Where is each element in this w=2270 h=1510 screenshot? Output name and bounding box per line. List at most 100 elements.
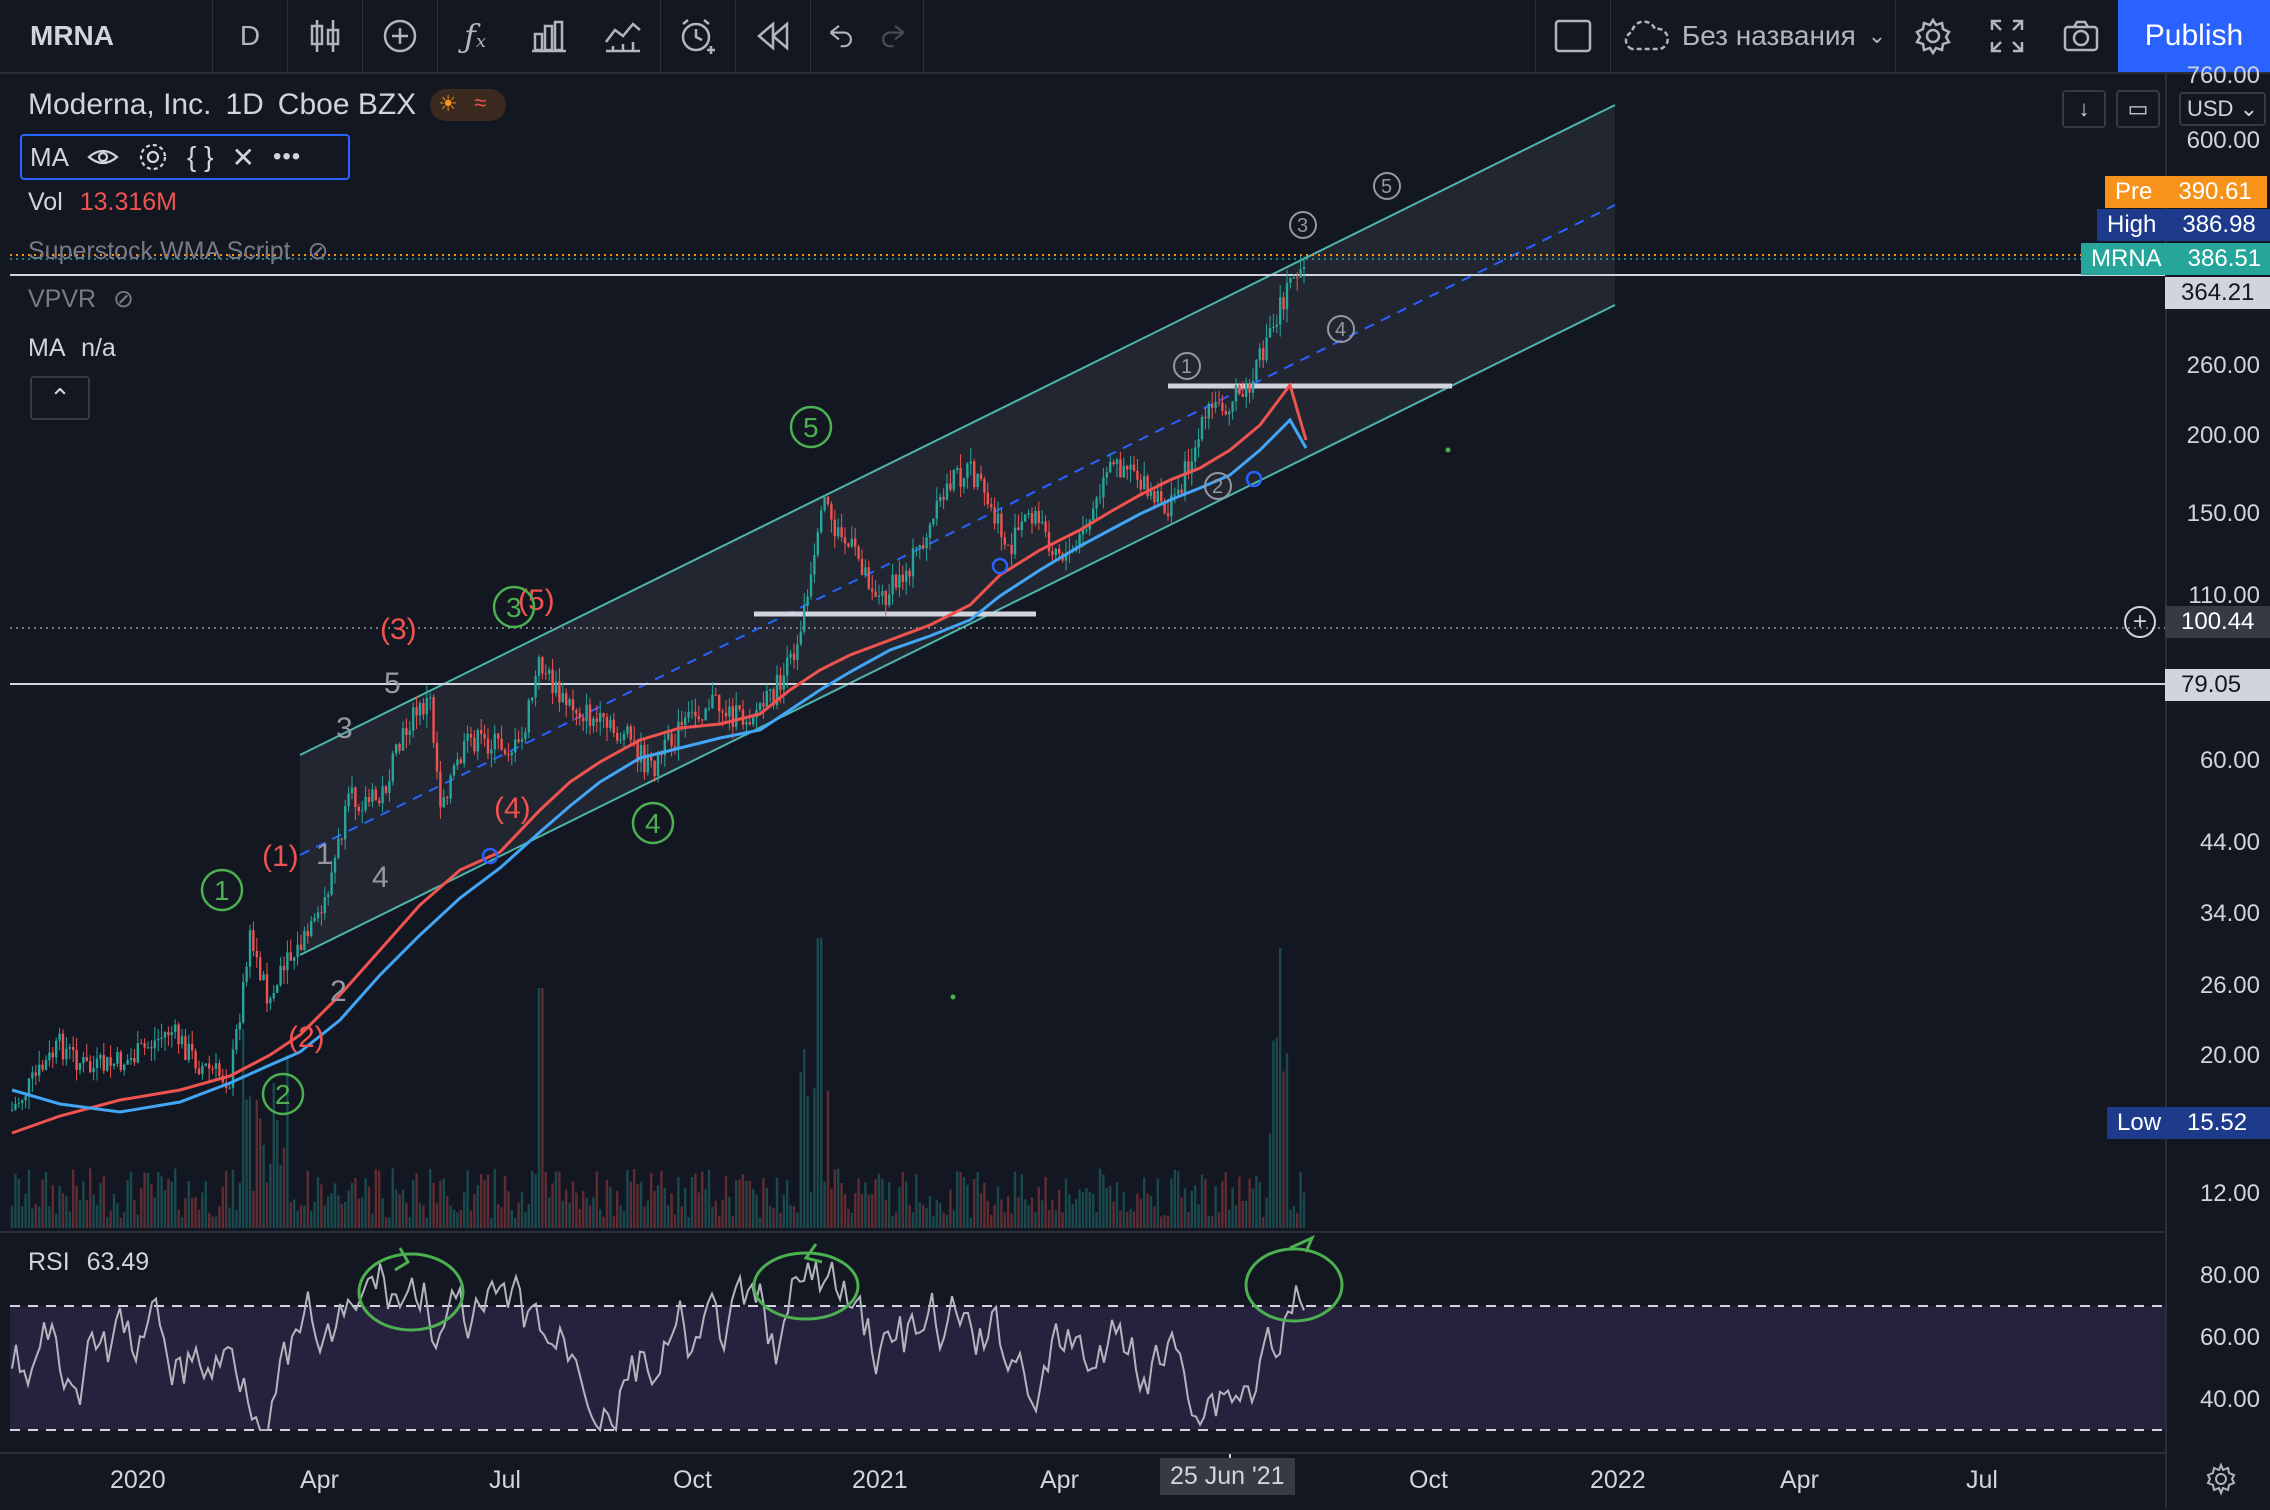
candle-body	[707, 708, 711, 710]
candle-body	[61, 1033, 65, 1060]
horizontal-line-tag: 364.21	[2165, 277, 2270, 309]
volume-bar	[44, 1171, 48, 1228]
volume-bar	[75, 1185, 78, 1228]
time-axis[interactable]	[0, 1452, 2165, 1510]
volume-bar	[123, 1212, 126, 1228]
indicators-fx-icon[interactable]: ƒx	[464, 17, 486, 55]
candle-body	[95, 1058, 99, 1068]
time-tick: Jul	[489, 1466, 521, 1494]
volume-bar	[354, 1178, 357, 1228]
volume-bar	[711, 1206, 714, 1228]
wave-label-red-4: (4)	[494, 792, 531, 825]
volume-bar	[1282, 1071, 1285, 1228]
wave-label-green-5: 5	[803, 412, 819, 443]
candle-body	[313, 918, 316, 922]
layout-square-icon[interactable]	[1536, 0, 1610, 72]
arrow-down-icon[interactable]: ↓	[2062, 90, 2106, 128]
candle-body	[201, 1065, 204, 1075]
camera-icon[interactable]	[2044, 0, 2118, 72]
volume-bar	[874, 1179, 877, 1228]
undo-icon[interactable]	[811, 0, 867, 72]
hidden-eye-icon[interactable]: ⊘	[113, 285, 134, 313]
volume-bar	[82, 1181, 85, 1228]
volume-bar	[796, 1212, 799, 1228]
candle-body	[1204, 417, 1207, 419]
wave-label-green-4: 4	[645, 808, 661, 839]
collapse-legend-button[interactable]: ⌃	[30, 376, 90, 420]
settings-icon[interactable]	[137, 141, 169, 173]
rsi-tick: 80.00	[2199, 1262, 2260, 1289]
ma2-legend[interactable]: MA n/a	[28, 334, 116, 363]
volume-bar	[575, 1192, 578, 1228]
close-icon[interactable]: ✕	[231, 141, 255, 173]
candle-body	[1044, 521, 1047, 532]
rsi-value: 63.49	[86, 1248, 150, 1276]
candle-body	[248, 930, 252, 967]
volume-bar	[191, 1198, 194, 1228]
candle-body	[1041, 521, 1044, 523]
volume-bar	[738, 1179, 741, 1228]
dot-marker	[1445, 447, 1451, 453]
redo-icon[interactable]	[867, 0, 923, 72]
chart-type-icon[interactable]	[586, 0, 660, 72]
eye-icon[interactable]	[87, 141, 119, 173]
price-axis[interactable]: USD ⌄	[2165, 74, 2270, 1508]
hidden-eye-icon[interactable]: ⊘	[307, 237, 329, 265]
candle-body	[75, 1050, 78, 1070]
candle-body	[571, 699, 575, 711]
more-icon[interactable]: •••	[272, 143, 302, 170]
toolbar-divider	[810, 0, 811, 72]
volume-bar	[378, 1170, 381, 1228]
vpvr-legend[interactable]: VPVR ⊘	[28, 284, 134, 314]
candle-body	[14, 1103, 17, 1110]
axis-settings-gear-icon[interactable]	[2204, 1462, 2238, 1496]
volume-bar	[174, 1168, 177, 1228]
candle-body	[952, 469, 955, 490]
fullscreen-icon[interactable]	[1970, 0, 2044, 72]
candle-body	[289, 952, 292, 961]
volume-bar	[1183, 1187, 1187, 1228]
volume-bar	[694, 1173, 697, 1228]
candle-body	[1285, 282, 1289, 310]
replay-icon[interactable]	[736, 0, 810, 72]
layout-name-button[interactable]: Без названия ⌄	[1611, 0, 1895, 72]
volume-bar	[843, 1194, 847, 1228]
candle-body	[619, 739, 622, 741]
candle-body	[1102, 477, 1105, 498]
symbol-legend[interactable]: Moderna, Inc. 1D Cboe BZX ☀ ≈	[28, 88, 507, 122]
candle-body	[286, 952, 289, 971]
volume-bar	[1115, 1182, 1119, 1228]
volume-legend[interactable]: Vol 13.316M	[28, 188, 177, 217]
rsi-legend[interactable]: RSI 63.49	[28, 1248, 149, 1277]
volume-bar	[143, 1172, 146, 1228]
source-code-icon[interactable]: { }	[187, 141, 214, 172]
volume-bar	[238, 1182, 241, 1228]
volume-bar	[1299, 1171, 1302, 1228]
volume-bar	[514, 1217, 517, 1228]
volume-bar	[248, 1096, 252, 1228]
interval-button[interactable]: D	[213, 0, 287, 72]
templates-icon[interactable]	[512, 0, 586, 72]
candle-body	[418, 702, 422, 716]
publish-button[interactable]: Publish	[2118, 0, 2270, 72]
alert-clock-icon[interactable]	[661, 0, 735, 72]
compare-plus-icon[interactable]	[363, 0, 437, 72]
candle-body	[1139, 479, 1142, 490]
symbol-search-button[interactable]: MRNA	[0, 0, 212, 72]
settings-gear-icon[interactable]	[1896, 0, 1970, 72]
candle-body	[1241, 394, 1244, 397]
main-chart[interactable]: (1) (2) (3) (4) (5) 1 2 3 4 5 1 2 3 4 5 …	[0, 74, 2165, 1508]
volume-bar	[1139, 1198, 1142, 1228]
volume-bar	[38, 1206, 41, 1228]
add-alert-plus-icon[interactable]: +	[2124, 606, 2156, 638]
volume-bar	[99, 1183, 102, 1228]
script-legend[interactable]: Superstock WMA Script ⊘	[28, 236, 328, 266]
candles-icon[interactable]	[288, 0, 362, 72]
currency-selector[interactable]: USD ⌄	[2179, 92, 2266, 126]
candle-body	[320, 912, 323, 914]
ma-indicator-controls[interactable]: MA { } ✕ •••	[20, 134, 350, 180]
restore-icon[interactable]: ▭	[2116, 90, 2160, 128]
candle-body	[1217, 402, 1221, 404]
volume-bar	[881, 1179, 884, 1228]
volume-bar	[830, 1188, 833, 1228]
